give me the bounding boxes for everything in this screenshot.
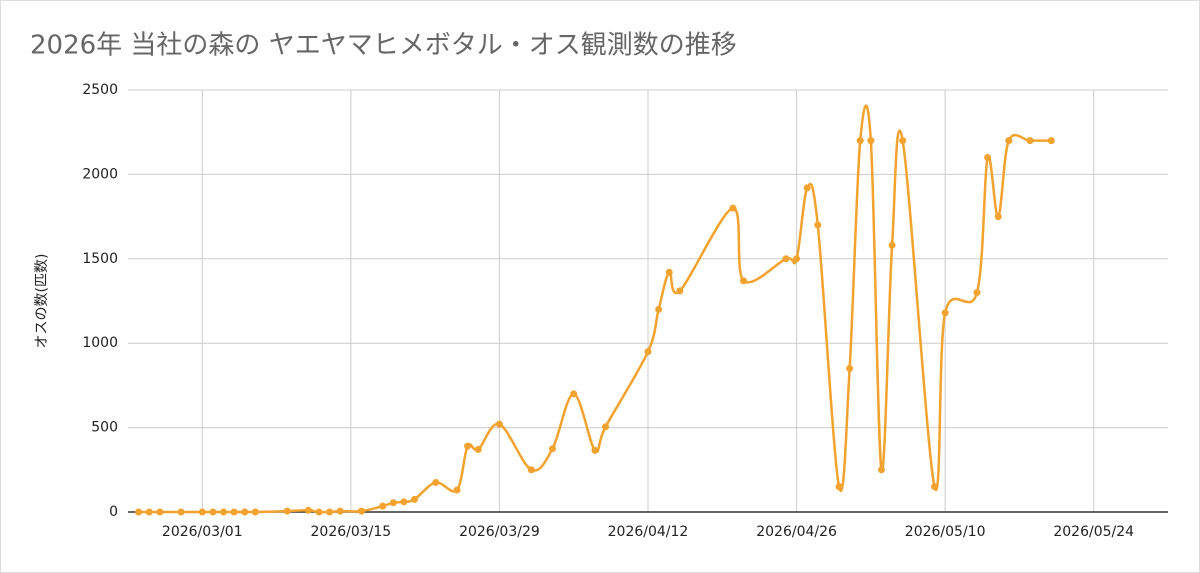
point [156, 508, 164, 516]
point [835, 483, 843, 491]
x-tick-label: 2026/04/26 [756, 524, 837, 540]
point [474, 446, 482, 454]
point [1005, 137, 1013, 145]
point [464, 442, 472, 450]
point [856, 137, 864, 145]
point [336, 507, 344, 515]
point [994, 213, 1002, 221]
point [326, 508, 334, 516]
point [782, 255, 790, 263]
x-tick-label: 2026/03/29 [459, 524, 540, 540]
point [1026, 137, 1034, 145]
point [283, 507, 291, 515]
point [602, 423, 610, 431]
point [877, 466, 885, 474]
point [729, 204, 737, 212]
point [899, 137, 907, 145]
point [846, 365, 854, 373]
point [941, 309, 949, 317]
point [230, 508, 238, 516]
y-tick-label: 2500 [82, 82, 118, 98]
point [251, 508, 259, 516]
point [241, 508, 249, 516]
x-tick-label: 2026/05/24 [1053, 524, 1134, 540]
point [676, 287, 684, 295]
y-tick-label: 2000 [82, 166, 118, 182]
chart-title: 2026年 当社の森の ヤエヤマヒメボタル・オス観測数の推移 [30, 31, 737, 61]
point [453, 486, 461, 494]
point [389, 499, 397, 507]
x-tick-label: 2026/04/12 [608, 524, 689, 540]
point [591, 446, 599, 454]
y-tick-label: 0 [109, 504, 118, 520]
point [357, 507, 365, 515]
point [867, 137, 875, 145]
point [145, 508, 153, 516]
point [803, 184, 811, 192]
point [411, 495, 419, 503]
point [400, 498, 408, 506]
point [432, 478, 440, 486]
point [655, 305, 663, 313]
x-tick-label: 2026/05/10 [905, 524, 986, 540]
point [888, 241, 896, 249]
point [495, 420, 503, 428]
point [570, 390, 578, 398]
point [973, 289, 981, 297]
point [177, 508, 185, 516]
point [135, 508, 143, 516]
point [984, 154, 992, 162]
point [1047, 137, 1055, 145]
point [315, 508, 323, 516]
y-tick-label: 1500 [82, 251, 118, 267]
y-tick-label: 500 [91, 420, 118, 436]
point [220, 508, 228, 516]
point [527, 466, 535, 474]
point [931, 483, 939, 491]
x-tick-label: 2026/03/15 [311, 524, 392, 540]
point [209, 508, 217, 516]
point [304, 506, 312, 514]
point [814, 221, 822, 229]
y-axis-label: オスの数(匹数) [34, 254, 50, 349]
point [548, 445, 556, 453]
point [644, 348, 652, 356]
point [793, 255, 801, 263]
point [665, 268, 673, 276]
point [198, 508, 206, 516]
point [379, 502, 387, 510]
point [740, 277, 748, 285]
x-tick-label: 2026/03/01 [162, 524, 243, 540]
y-tick-label: 1000 [82, 335, 118, 351]
